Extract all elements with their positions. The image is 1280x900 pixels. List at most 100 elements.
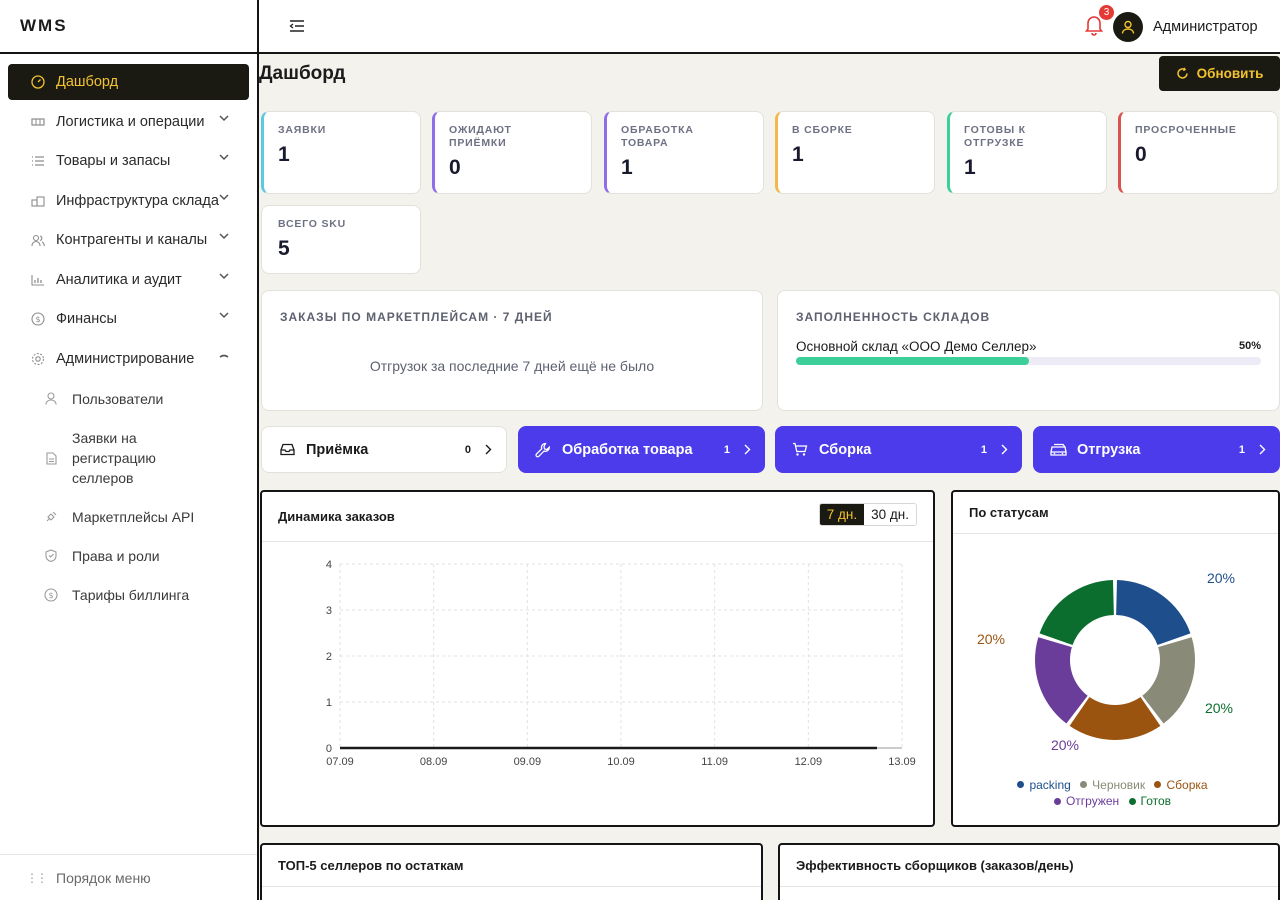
- sidebar-item-infrastructure[interactable]: Инфраструктура склада: [8, 183, 249, 219]
- quick-action-processing[interactable]: Обработка товара 1: [518, 426, 765, 473]
- range-7-days-button[interactable]: 7 дн.: [819, 504, 865, 525]
- slice-label: 20%: [1207, 570, 1235, 586]
- cart-icon: [791, 441, 809, 459]
- orders-dynamics-title: Динамика заказов: [262, 492, 933, 542]
- sidebar-item-counterparties[interactable]: Контрагенты и каналы: [8, 222, 249, 258]
- donut-slice[interactable]: [1069, 697, 1161, 740]
- x-tick-label: 11.09: [701, 756, 728, 768]
- list-icon: [31, 154, 45, 168]
- stat-card-awaiting-acceptance[interactable]: ОЖИДАЮТ ПРИЁМКИ 0: [432, 111, 592, 194]
- stat-label: В СБОРКЕ: [792, 124, 853, 136]
- users-icon: [31, 233, 45, 247]
- stat-value: 1: [792, 143, 804, 166]
- sidebar-item-label: Финансы: [56, 311, 117, 327]
- sidebar-nav: Дашборд Логистика и операции Товары и за…: [0, 54, 257, 377]
- legend-item-assembly[interactable]: Сборка: [1154, 777, 1208, 793]
- donut-slice[interactable]: [1039, 580, 1114, 646]
- wrench-icon: [534, 441, 552, 459]
- legend-item-shipped[interactable]: Отгружен: [1053, 793, 1119, 809]
- dollar-icon: $: [31, 312, 45, 326]
- sidebar-subitem-label: Права и роли: [72, 548, 160, 564]
- sidebar-subitem-label: Пользователи: [72, 391, 164, 407]
- y-tick-label: 4: [326, 559, 332, 571]
- stat-card-ready-to-ship[interactable]: ГОТОВЫ К ОТГРУЗКЕ 1: [947, 111, 1107, 194]
- warehouse-fill-bar-value: [796, 357, 1029, 365]
- chevron-right-icon: [744, 444, 751, 455]
- y-tick-label: 3: [326, 605, 332, 617]
- menu-order-button[interactable]: ⋮⋮ Порядок меню: [0, 854, 257, 900]
- y-tick-label: 2: [326, 651, 332, 663]
- x-tick-label: 12.09: [795, 756, 823, 768]
- bar-chart-icon: [31, 273, 45, 287]
- app-logo[interactable]: WMS: [0, 0, 257, 54]
- sidebar-item-dashboard[interactable]: Дашборд: [8, 64, 249, 100]
- avatar[interactable]: [1113, 12, 1143, 42]
- marketplace-orders-card: ЗАКАЗЫ ПО МАРКЕТПЛЕЙСАМ · 7 ДНЕЙ Отгрузо…: [261, 290, 763, 411]
- legend-item-ready[interactable]: Готов: [1128, 793, 1171, 809]
- stat-card-processing[interactable]: ОБРАБОТКА ТОВАРА 1: [604, 111, 764, 194]
- sidebar-subitem-users[interactable]: Пользователи: [44, 380, 257, 419]
- sidebar-item-logistics[interactable]: Логистика и операции: [8, 104, 249, 140]
- donut-slice[interactable]: [1035, 637, 1088, 724]
- slice-label: 20%: [1051, 737, 1079, 753]
- admin-submenu: Пользователи Заявки на регистрацию селле…: [0, 380, 257, 615]
- legend-item-draft[interactable]: Черновик: [1080, 777, 1145, 793]
- range-30-days-button[interactable]: 30 дн.: [864, 504, 916, 525]
- stat-card-total-sku[interactable]: ВСЕГО SKU 5: [261, 205, 421, 274]
- stat-card-requests[interactable]: ЗАЯВКИ 1: [261, 111, 421, 194]
- stat-card-assembly[interactable]: В СБОРКЕ 1: [775, 111, 935, 194]
- refresh-button[interactable]: Обновить: [1159, 56, 1280, 91]
- y-tick-label: 0: [326, 743, 332, 755]
- sidebar: WMS Дашборд Логистика и операции Товары …: [0, 0, 259, 900]
- sidebar-item-label: Контрагенты и каналы: [56, 232, 208, 248]
- status-donut-chart: 20% 20% 20% 20%: [977, 570, 1235, 753]
- refresh-label: Обновить: [1196, 66, 1264, 81]
- quick-action-assembly[interactable]: Сборка 1: [775, 426, 1022, 473]
- pickers-efficiency-panel: Эффективность сборщиков (заказов/день): [778, 843, 1280, 900]
- stat-value: 0: [1135, 143, 1147, 166]
- chevron-right-icon: [1259, 444, 1266, 455]
- legend-item-packing[interactable]: packing: [1017, 777, 1071, 793]
- top-header: 3 Администратор: [259, 0, 1280, 54]
- stat-label: ПРОСРОЧЕННЫЕ: [1135, 124, 1237, 136]
- sidebar-item-label: Администрирование: [56, 350, 195, 367]
- legend-dot: [1080, 781, 1088, 788]
- top-sellers-panel: ТОП-5 селлеров по остаткам: [260, 843, 763, 900]
- user-icon: [44, 392, 58, 405]
- bell-icon[interactable]: [1085, 14, 1103, 36]
- chevron-down-icon: [219, 154, 229, 161]
- quick-action-shipment[interactable]: Отгрузка 1: [1033, 426, 1280, 473]
- stat-card-overdue[interactable]: ПРОСРОЧЕННЫЕ 0: [1118, 111, 1278, 194]
- stat-label: ОЖИДАЮТ ПРИЁМКИ: [449, 124, 512, 149]
- quick-action-acceptance[interactable]: Приёмка 0: [261, 426, 507, 473]
- donut-slice[interactable]: [1116, 580, 1191, 646]
- chevron-down-icon: [219, 312, 229, 319]
- plug-icon: [44, 510, 58, 523]
- menu-order-label: Порядок меню: [56, 869, 151, 886]
- sidebar-subitem-roles[interactable]: Права и роли: [44, 537, 257, 576]
- x-tick-label: 09.09: [514, 756, 542, 768]
- sidebar-subitem-billing[interactable]: $ Тарифы биллинга: [44, 576, 257, 615]
- sidebar-item-analytics[interactable]: Аналитика и аудит: [8, 262, 249, 298]
- chevron-down-icon: [219, 193, 229, 200]
- sidebar-subitem-seller-requests[interactable]: Заявки на регистрацию селлеров: [44, 419, 257, 498]
- inbox-icon: [278, 441, 296, 459]
- sidebar-item-admin[interactable]: Администрирование: [8, 341, 249, 377]
- status-panel-title: По статусам: [953, 492, 1278, 534]
- quick-action-label: Обработка товара: [562, 441, 693, 458]
- x-tick-label: 08.09: [420, 756, 448, 768]
- stat-value: 5: [278, 237, 290, 260]
- sidebar-subitem-label: Тарифы биллинга: [72, 587, 190, 603]
- x-tick-label: 10.09: [607, 756, 635, 768]
- sidebar-item-products[interactable]: Товары и запасы: [8, 143, 249, 179]
- quick-action-count: 1: [1238, 443, 1245, 456]
- truck-icon: [1049, 441, 1067, 459]
- sidebar-item-finance[interactable]: $ Финансы: [8, 301, 249, 337]
- warehouse-fill-percent: 50%: [1238, 340, 1261, 352]
- donut-slice[interactable]: [1142, 637, 1195, 724]
- sidebar-subitem-marketplaces-api[interactable]: Маркетплейсы API: [44, 498, 257, 537]
- user-name[interactable]: Администратор: [1153, 19, 1258, 35]
- menu-collapse-icon[interactable]: [289, 19, 305, 33]
- stat-label: ОБРАБОТКА ТОВАРА: [621, 124, 694, 149]
- page-title: Дашборд: [259, 63, 346, 84]
